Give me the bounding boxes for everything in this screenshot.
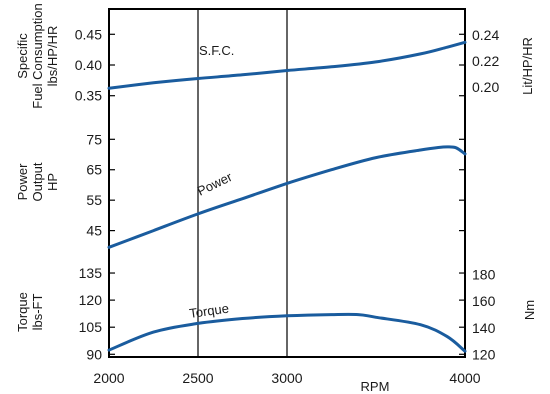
sfc-y2tick-label: 0.22 — [472, 53, 499, 69]
sfc-y2tick-label: 0.24 — [472, 27, 499, 43]
power-ytick-label: 75 — [86, 131, 102, 147]
power-ylabel-line-2: Output — [30, 162, 45, 201]
x-tick-label: 3000 — [271, 370, 302, 386]
sfc-ytick-label: 0.40 — [75, 57, 102, 73]
sfc-ylabel-line-3: lbs/HP/HR — [45, 26, 60, 87]
power-annotation: Power — [195, 169, 235, 199]
sfc-ylabel-line-1: Specific — [15, 33, 30, 79]
torque-ylabel-line-2: lbs-FT — [30, 294, 45, 331]
series-lines — [107, 40, 467, 353]
power-ytick-label: 65 — [86, 162, 102, 178]
power-ylabel-line-3: HP — [45, 173, 60, 191]
torque-ylabel-line-1: Torque — [15, 292, 30, 332]
sfc-annotation: S.F.C. — [199, 43, 234, 58]
sfc-ytick-label: 0.45 — [75, 26, 102, 42]
x-axis-label: RPM — [361, 379, 390, 394]
torque-ylabel: Torque lbs-FT — [15, 292, 45, 332]
torque-y2tick-label: 180 — [472, 267, 496, 283]
x-tick-label: 2000 — [93, 370, 124, 386]
power-ytick-label: 55 — [86, 192, 102, 208]
tick-labels: 2000 2500 3000 4000 0.35 0.40 0.45 0.20 0.22 0.24… — [75, 26, 500, 386]
tick-marks — [109, 33, 465, 355]
torque-ytick-label: 90 — [86, 346, 102, 362]
x-tick-label: 2500 — [182, 370, 213, 386]
power-series-line — [107, 145, 467, 249]
x-tick-label: 4000 — [449, 370, 480, 386]
torque-ytick-label: 135 — [79, 265, 103, 281]
torque-ytick-label: 120 — [79, 292, 103, 308]
power-ytick-label: 45 — [86, 223, 102, 239]
sfc-y2tick-label: 0.20 — [472, 79, 499, 95]
sfc-ylabel-line-2: Fuel Consumption — [30, 3, 45, 109]
torque-series-line — [107, 312, 467, 353]
torque-y2tick-label: 160 — [472, 293, 496, 309]
sfc-ytick-label: 0.35 — [75, 88, 102, 104]
power-ylabel: Power Output HP — [15, 162, 60, 201]
torque-annotation: Torque — [188, 301, 229, 321]
sfc-series-line — [107, 40, 467, 90]
torque-ytick-label: 105 — [79, 319, 103, 335]
torque-y2label: Nm — [522, 300, 537, 320]
sfc-ylabel: Specific Fuel Consumption lbs/HP/HR — [15, 3, 60, 109]
torque-y2tick-label: 120 — [472, 346, 496, 362]
sfc-y2label: Lit/HP/HR — [520, 37, 535, 95]
power-ylabel-line-1: Power — [15, 163, 30, 201]
torque-y2tick-label: 140 — [472, 320, 496, 336]
